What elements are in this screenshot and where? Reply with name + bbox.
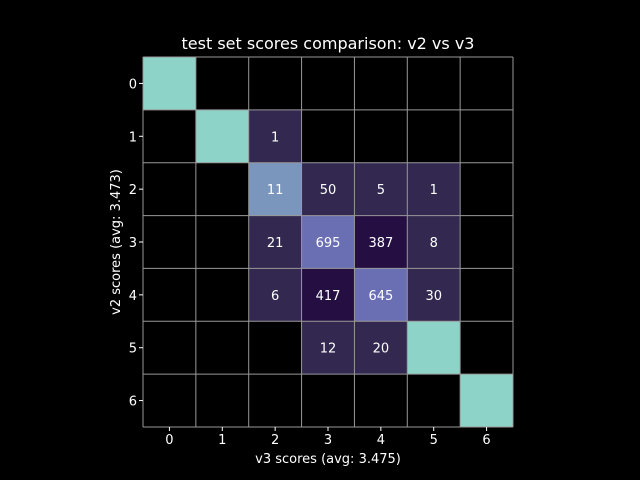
heatmap-cell <box>407 268 461 322</box>
cell-value-label: 1 <box>271 130 279 145</box>
y-axis-label: v2 scores (avg: 3.473) <box>109 169 124 315</box>
heatmap-cell <box>407 215 461 269</box>
x-tick-label: 1 <box>218 433 226 448</box>
heatmap-cell <box>354 215 408 269</box>
diagonal-cell <box>407 321 461 375</box>
heatmap-cell <box>301 215 355 269</box>
y-tick-label: 4 <box>129 289 137 304</box>
cell-value-label: 11 <box>267 183 284 198</box>
cell-value-label: 8 <box>430 236 438 251</box>
x-tick-label: 5 <box>430 433 438 448</box>
y-tick-label: 3 <box>129 236 137 251</box>
chart-title: test set scores comparison: v2 vs v3 <box>182 34 475 53</box>
y-axis-ticks: 0 1 2 3 4 5 6 <box>129 77 143 410</box>
heatmap-cell <box>354 268 408 322</box>
diagonal-cell <box>195 109 249 163</box>
x-tick-label: 3 <box>324 433 332 448</box>
cell-value-label: 5 <box>377 183 385 198</box>
heatmap-cell <box>248 215 302 269</box>
heatmap-cell <box>248 109 302 163</box>
heatmap-cell <box>354 162 408 216</box>
y-tick-label: 2 <box>129 183 137 198</box>
y-tick-label: 1 <box>129 130 137 145</box>
cell-value-label: 1 <box>430 183 438 198</box>
heatmap-cell <box>407 162 461 216</box>
x-tick-label: 0 <box>165 433 173 448</box>
x-axis-label: v3 scores (avg: 3.475) <box>255 452 401 467</box>
cell-value-label: 645 <box>368 289 393 304</box>
cell-value-label: 695 <box>316 236 341 251</box>
diagonal-cell <box>460 374 513 427</box>
cell-value-label: 417 <box>316 289 341 304</box>
cell-value-label: 20 <box>373 342 390 357</box>
cell-value-label: 387 <box>368 236 393 251</box>
heatmap-cell <box>248 162 302 216</box>
cell-value-label: 21 <box>267 236 284 251</box>
heatmap-cell <box>301 162 355 216</box>
y-tick-label: 6 <box>129 395 137 410</box>
heatmap-cell <box>248 268 302 322</box>
y-tick-label: 0 <box>129 77 137 92</box>
heatmap-cell <box>301 321 355 375</box>
cell-value-label: 50 <box>320 183 337 198</box>
x-tick-label: 6 <box>482 433 490 448</box>
y-tick-label: 5 <box>129 342 137 357</box>
cell-value-label: 6 <box>271 289 279 304</box>
x-tick-label: 2 <box>271 433 279 448</box>
heatmap-cell <box>354 321 408 375</box>
heatmap-cells <box>143 57 513 427</box>
x-axis-ticks: 0 1 2 3 4 5 6 <box>165 427 491 448</box>
x-tick-label: 4 <box>377 433 385 448</box>
cell-value-label: 30 <box>425 289 442 304</box>
cell-value-label: 12 <box>320 342 337 357</box>
diagonal-cell <box>143 57 196 110</box>
heatmap-cell <box>301 268 355 322</box>
